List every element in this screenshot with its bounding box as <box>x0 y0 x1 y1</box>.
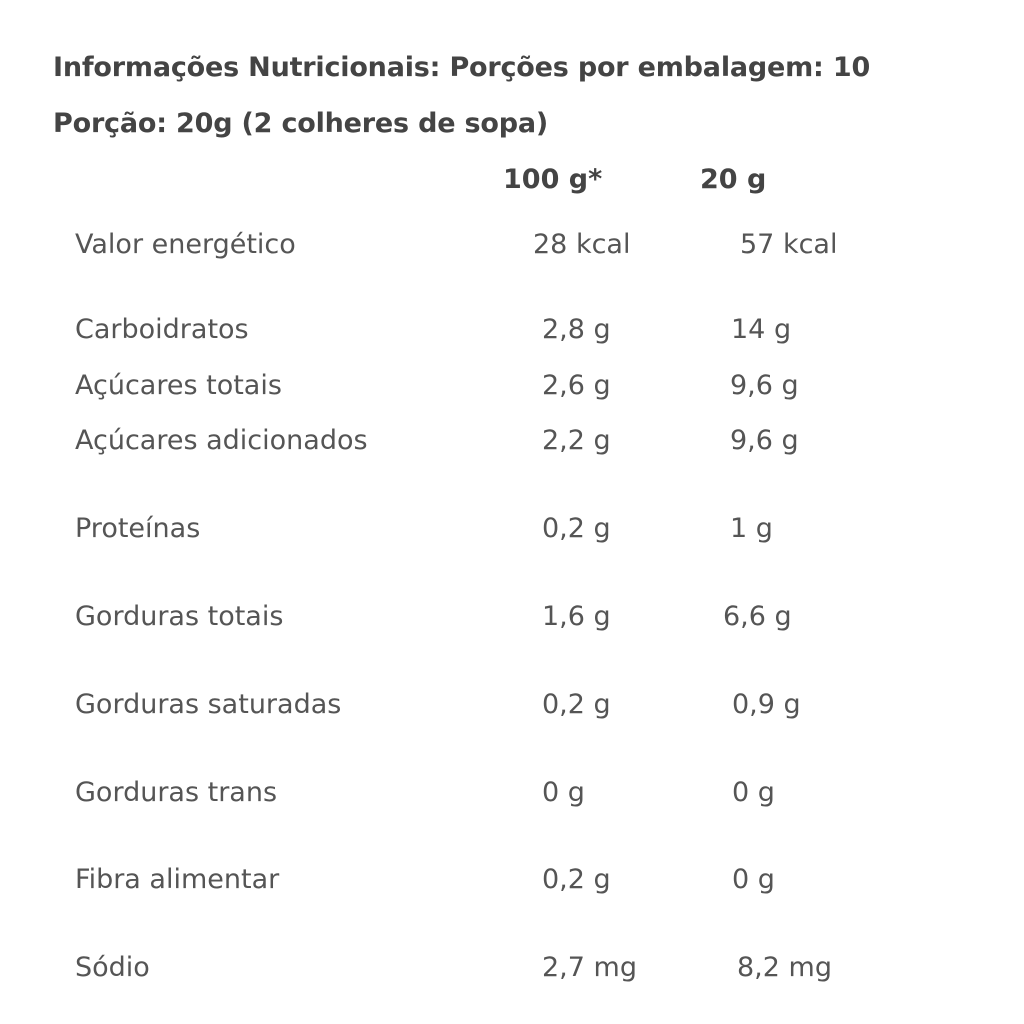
nutrient-value-100g: 0,2 g <box>542 513 611 544</box>
nutrient-row: Sódio 2,7 mg 8,2 mg <box>0 952 1024 992</box>
nutrient-value-20g: 8,2 mg <box>737 952 832 983</box>
nutrient-name: Sódio <box>75 952 150 983</box>
nutrient-value-100g: 0,2 g <box>542 689 611 720</box>
nutrition-title: Informações Nutricionais: Porções por em… <box>53 52 871 83</box>
nutrient-row: Gorduras saturadas 0,2 g 0,9 g <box>0 689 1024 729</box>
nutrient-row: Açúcares totais 2,6 g 9,6 g <box>0 370 1024 410</box>
nutrient-value-100g: 1,6 g <box>542 601 611 632</box>
nutrient-value-100g: 0,2 g <box>542 864 611 895</box>
nutrient-row: Gorduras trans 0 g 0 g <box>0 777 1024 817</box>
serving-size: Porção: 20g (2 colheres de sopa) <box>53 108 549 139</box>
nutrient-value-20g: 14 g <box>731 314 792 345</box>
nutrient-value-20g: 9,6 g <box>730 425 799 456</box>
nutrient-value-20g: 0,9 g <box>732 689 801 720</box>
nutrient-row: Fibra alimentar 0,2 g 0 g <box>0 864 1024 904</box>
nutrient-name: Proteínas <box>75 513 201 544</box>
nutrient-value-100g: 2,7 mg <box>542 952 637 983</box>
nutrient-name: Fibra alimentar <box>75 864 280 895</box>
nutrient-value-100g: 28 kcal <box>533 229 631 260</box>
nutrient-name: Gorduras trans <box>75 777 278 808</box>
nutrient-row: Valor energético 28 kcal 57 kcal <box>0 229 1024 269</box>
nutrient-row: Proteínas 0,2 g 1 g <box>0 513 1024 553</box>
nutrient-value-20g: 57 kcal <box>740 229 838 260</box>
nutrient-value-100g: 2,6 g <box>542 370 611 401</box>
column-header-100g: 100 g* <box>503 164 603 195</box>
nutrient-value-20g: 6,6 g <box>723 601 792 632</box>
nutrient-name: Açúcares totais <box>75 370 282 401</box>
column-header-20g: 20 g <box>700 164 767 195</box>
nutrient-value-20g: 9,6 g <box>730 370 799 401</box>
nutrient-name: Valor energético <box>75 229 296 260</box>
nutrient-value-100g: 2,8 g <box>542 314 611 345</box>
nutrient-value-20g: 0 g <box>732 864 775 895</box>
nutrient-row: Gorduras totais 1,6 g 6,6 g <box>0 601 1024 641</box>
nutrient-row: Açúcares adicionados 2,2 g 9,6 g <box>0 425 1024 465</box>
nutrient-name: Carboidratos <box>75 314 249 345</box>
nutrient-name: Gorduras totais <box>75 601 284 632</box>
nutrient-name: Gorduras saturadas <box>75 689 342 720</box>
nutrient-value-100g: 0 g <box>542 777 585 808</box>
nutrient-value-20g: 1 g <box>730 513 773 544</box>
nutrient-row: Carboidratos 2,8 g 14 g <box>0 314 1024 354</box>
nutrient-value-100g: 2,2 g <box>542 425 611 456</box>
nutrient-name: Açúcares adicionados <box>75 425 368 456</box>
nutrient-value-20g: 0 g <box>732 777 775 808</box>
